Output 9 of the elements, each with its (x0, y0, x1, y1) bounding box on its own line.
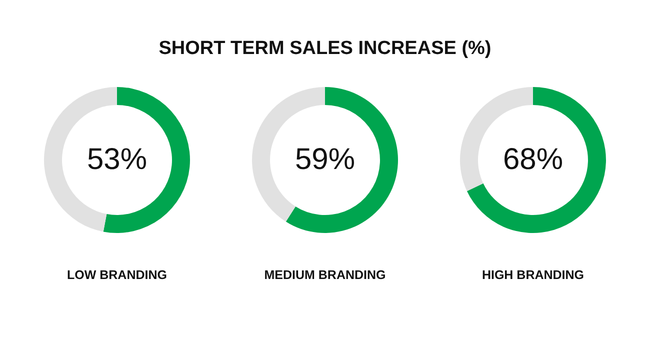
text: 68% (502, 143, 564, 176)
text: SHORT TERM SALES INCREASE (%) (158, 38, 492, 59)
text: 53% (86, 143, 148, 176)
donut-slice (286, 87, 398, 233)
text: MEDIUM BRANDING (264, 268, 386, 282)
text: LOW BRANDING (67, 268, 167, 282)
donut-slice (466, 87, 606, 233)
text: HIGH BRANDING (482, 268, 584, 282)
text: 59% (294, 143, 356, 176)
